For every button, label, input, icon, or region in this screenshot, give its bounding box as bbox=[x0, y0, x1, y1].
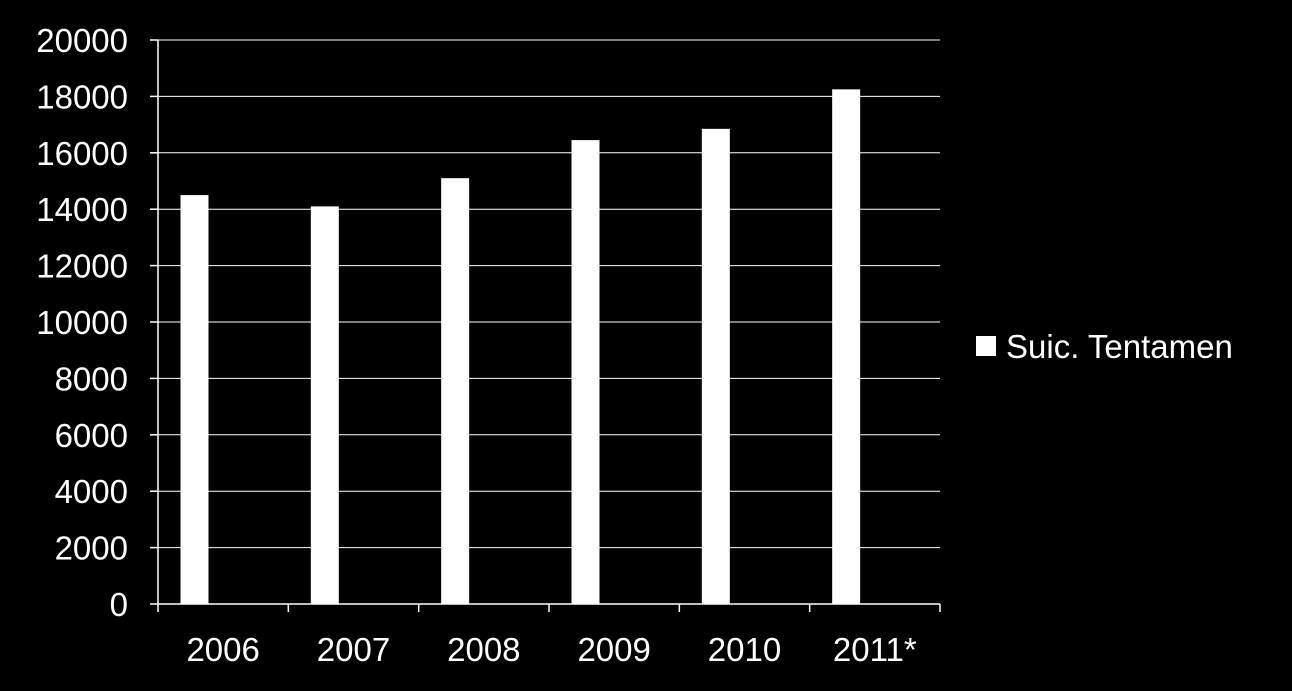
x-tick-labels: 2006 2007 2008 2009 2010 2011* bbox=[186, 631, 916, 668]
y-tick-label: 10000 bbox=[36, 304, 128, 341]
y-tick-label: 8000 bbox=[55, 360, 128, 397]
bar-2008 bbox=[441, 178, 470, 604]
x-tick-label: 2011* bbox=[833, 631, 917, 668]
bar-2010 bbox=[701, 128, 730, 604]
legend-swatch bbox=[976, 336, 996, 356]
y-tick-labels: 0 2000 4000 6000 8000 10000 12000 14000 16000 180… bbox=[36, 22, 128, 623]
bar-2007 bbox=[310, 206, 339, 604]
x-tick-label: 2010 bbox=[708, 631, 781, 668]
axes bbox=[157, 40, 940, 605]
y-tick-label: 18000 bbox=[36, 78, 128, 115]
y-tick-label: 14000 bbox=[36, 191, 128, 228]
gridlines bbox=[150, 39, 941, 612]
y-tick-label: 4000 bbox=[55, 473, 128, 510]
y-tick-label: 2000 bbox=[55, 530, 128, 567]
y-tick-label: 20000 bbox=[36, 22, 128, 59]
x-tick-label: 2006 bbox=[186, 631, 259, 668]
y-tick-label: 16000 bbox=[36, 135, 128, 172]
y-tick-label: 0 bbox=[110, 586, 128, 623]
legend-label: Suic. Tentamen bbox=[1006, 328, 1233, 365]
bars bbox=[180, 89, 861, 605]
x-tick-label: 2007 bbox=[317, 631, 390, 668]
bar-2006 bbox=[180, 195, 209, 604]
y-tick-label: 6000 bbox=[55, 417, 128, 454]
y-tick-label: 12000 bbox=[36, 248, 128, 285]
bar-2011 bbox=[832, 89, 861, 605]
legend: Suic. Tentamen bbox=[976, 328, 1233, 365]
x-tick-label: 2009 bbox=[577, 631, 650, 668]
bar-2009 bbox=[571, 140, 600, 605]
x-tick-label: 2008 bbox=[447, 631, 520, 668]
